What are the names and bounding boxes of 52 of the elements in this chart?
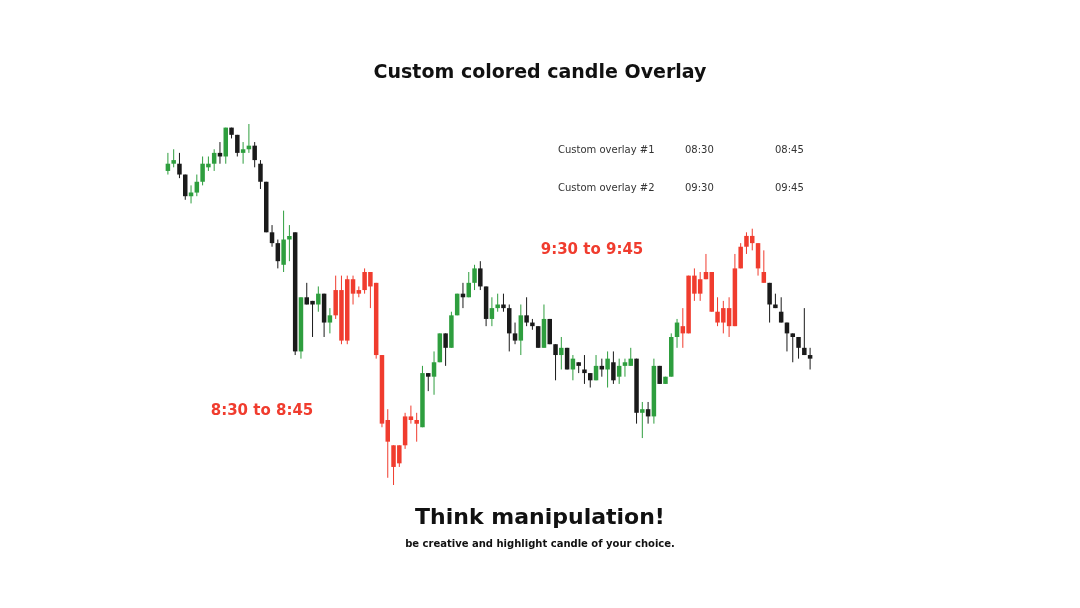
candlestick: [472, 264, 477, 291]
candlestick: [171, 148, 176, 168]
candlestick: [287, 224, 292, 262]
candlestick: [802, 307, 807, 356]
candlestick: [327, 307, 333, 334]
candlestick: [790, 332, 795, 363]
candlestick: [316, 285, 321, 313]
candlestick: [240, 141, 246, 165]
candlestick: [640, 401, 645, 439]
candlestick: [495, 293, 500, 313]
candlestick: [252, 141, 257, 168]
candlestick: [443, 332, 448, 367]
candlestick: [605, 350, 610, 389]
annotation: 09:30: [685, 182, 714, 193]
candlestick: [478, 260, 483, 291]
candlestick: [269, 224, 275, 248]
annotation: 08:45: [775, 144, 804, 155]
candlestick: [258, 159, 263, 190]
candlestick: [194, 174, 200, 197]
annotation: Custom overlay #2: [558, 182, 655, 193]
chart-title: Custom colored candle Overlay: [373, 60, 708, 82]
candlestick: [408, 405, 414, 425]
annotation: 9:30 to 9:45: [540, 240, 644, 258]
candlestick: [582, 354, 587, 385]
candlestick: [489, 296, 495, 327]
candlestick: [535, 325, 541, 349]
annotation: 08:30: [685, 144, 714, 155]
candlestick: [761, 249, 767, 284]
candlestick: [501, 293, 506, 313]
candlestick: [512, 322, 518, 345]
annotation: 8:30 to 8:45: [210, 401, 314, 419]
text: Think manipulation!: [415, 504, 665, 529]
candlestick: [807, 347, 813, 370]
annotation: 09:45: [775, 182, 804, 193]
candlestick: [414, 412, 419, 443]
candlestick: [611, 350, 616, 385]
annotation: Custom overlay #1: [558, 144, 655, 155]
candlestick: [177, 152, 182, 179]
candlestick: [767, 282, 772, 324]
candlestick: [385, 408, 390, 479]
candlestick: [426, 372, 431, 392]
candlestick: [622, 358, 628, 378]
candlestick: [431, 350, 437, 396]
candlestick: [559, 336, 564, 370]
candlestick: [524, 296, 529, 327]
candlestick: [616, 358, 622, 385]
candlestick: [183, 174, 188, 201]
candlestick: [778, 296, 784, 324]
candlestick: [553, 343, 558, 381]
candlestick: [738, 242, 743, 269]
candlestick: [211, 148, 217, 172]
text: be creative and highlight candle of your choice.: [405, 538, 675, 549]
